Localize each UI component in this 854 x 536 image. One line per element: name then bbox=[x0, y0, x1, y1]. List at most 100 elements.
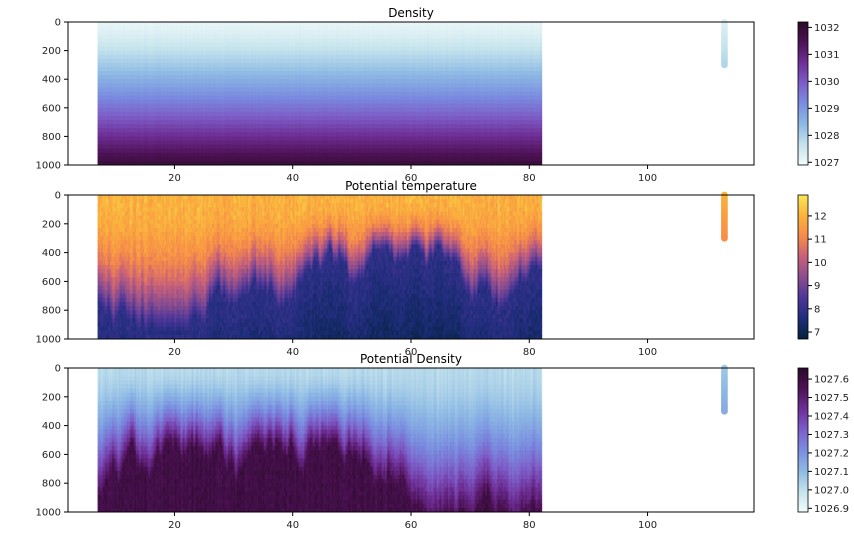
heatmap-cell bbox=[118, 66, 121, 72]
heatmap-cell bbox=[108, 144, 111, 150]
heatmap-cell bbox=[109, 103, 112, 109]
heatmap-cell bbox=[113, 136, 116, 142]
heatmap-cell bbox=[119, 22, 122, 27]
heatmap-cell bbox=[103, 152, 106, 158]
heatmap-cell bbox=[107, 120, 110, 125]
heatmap-cell bbox=[108, 124, 111, 129]
heatmap-cell bbox=[111, 103, 114, 109]
heatmap-cell bbox=[102, 148, 105, 154]
heatmap-cell bbox=[115, 165, 117, 170]
heatmap-cell bbox=[111, 58, 114, 64]
heatmap-cell bbox=[114, 87, 117, 93]
heatmap-cell bbox=[110, 87, 113, 93]
heatmap-cell bbox=[103, 22, 106, 27]
heatmap-cell bbox=[120, 148, 123, 154]
heatmap-cell bbox=[106, 99, 109, 105]
heatmap-cell bbox=[109, 107, 112, 113]
heatmap-cell bbox=[102, 95, 105, 101]
heatmap-cell bbox=[97, 87, 100, 93]
heatmap-cell bbox=[227, 165, 229, 170]
heatmap-cell bbox=[99, 83, 102, 88]
heatmap-cell bbox=[116, 144, 119, 150]
heatmap-cell bbox=[120, 99, 123, 105]
heatmap-cell bbox=[120, 71, 123, 76]
heatmap-cell bbox=[119, 103, 122, 109]
heatmap-cell bbox=[98, 66, 101, 72]
heatmap-cell bbox=[100, 99, 103, 105]
heatmap-cell bbox=[108, 38, 111, 44]
heatmap-cell bbox=[194, 165, 196, 170]
heatmap-cell bbox=[107, 95, 110, 101]
heatmap-cell bbox=[101, 124, 104, 129]
heatmap-cell bbox=[118, 140, 121, 146]
heatmap-cell bbox=[114, 71, 117, 76]
heatmap-cell bbox=[120, 22, 123, 27]
heatmap-cell bbox=[109, 30, 112, 35]
heatmap-cell bbox=[107, 107, 110, 113]
heatmap-cell bbox=[108, 22, 111, 27]
heatmap-cell bbox=[105, 128, 108, 133]
heatmap-cell bbox=[109, 50, 112, 56]
heatmap-cell bbox=[110, 42, 113, 48]
heatmap-cell bbox=[98, 58, 101, 64]
heatmap-cell bbox=[108, 66, 111, 72]
heatmap-cell bbox=[129, 165, 131, 170]
heatmap-cell bbox=[97, 30, 100, 35]
heatmap-cell bbox=[102, 22, 105, 27]
heatmap-cell bbox=[106, 120, 109, 125]
heatmap-cell bbox=[122, 107, 125, 113]
heatmap-cell bbox=[118, 99, 121, 105]
heatmap-cell bbox=[119, 136, 122, 142]
heatmap-cell bbox=[99, 128, 102, 133]
heatmap-cell bbox=[204, 165, 206, 170]
heatmap-cell bbox=[114, 50, 117, 56]
heatmap-cell bbox=[113, 54, 116, 60]
heatmap-cell bbox=[100, 140, 103, 146]
heatmap-cell bbox=[103, 34, 106, 39]
heatmap-cell bbox=[113, 165, 115, 170]
heatmap-cell bbox=[111, 62, 114, 68]
heatmap-cell bbox=[119, 144, 122, 150]
heatmap-cell bbox=[105, 87, 108, 93]
heatmap-cell bbox=[106, 144, 109, 150]
heatmap-cell bbox=[112, 62, 115, 68]
heatmap-cell bbox=[100, 132, 103, 137]
heatmap-cell bbox=[109, 136, 112, 142]
heatmap-cell bbox=[117, 120, 120, 125]
heatmap-cell bbox=[117, 87, 120, 93]
heatmap-cell bbox=[109, 66, 112, 72]
heatmap-cell bbox=[106, 62, 109, 68]
heatmap-cell bbox=[167, 165, 169, 170]
heatmap-cell bbox=[117, 34, 120, 39]
heatmap-cell bbox=[98, 99, 101, 105]
heatmap-cell bbox=[101, 50, 104, 56]
heatmap-cell bbox=[122, 120, 125, 125]
heatmap-cell bbox=[119, 99, 122, 105]
heatmap-cell bbox=[101, 66, 104, 72]
heatmap-cell bbox=[107, 50, 110, 56]
heatmap-cell bbox=[101, 132, 104, 137]
heatmap-cell bbox=[113, 30, 116, 35]
heatmap-cell bbox=[106, 124, 109, 129]
heatmap-cell bbox=[170, 165, 172, 170]
heatmap-cell bbox=[111, 132, 114, 137]
heatmap-cell bbox=[119, 75, 122, 80]
heatmap-cell bbox=[160, 165, 162, 170]
heatmap-cell bbox=[220, 165, 222, 170]
heatmap-cell bbox=[117, 75, 120, 80]
heatmap-cell bbox=[114, 26, 117, 31]
heatmap-cell bbox=[164, 165, 166, 170]
heatmap-cell bbox=[115, 87, 118, 93]
heatmap-cell bbox=[105, 46, 108, 52]
heatmap-cell bbox=[116, 156, 119, 162]
heatmap-cell bbox=[108, 91, 111, 97]
heatmap-cell bbox=[111, 50, 114, 56]
heatmap-cell bbox=[111, 87, 114, 93]
heatmap-cell bbox=[104, 58, 107, 64]
heatmap-cell bbox=[98, 26, 101, 31]
heatmap-cell bbox=[144, 165, 146, 170]
heatmap-cell bbox=[106, 75, 109, 80]
heatmap-cell bbox=[106, 136, 109, 142]
heatmap-cell bbox=[112, 160, 115, 165]
